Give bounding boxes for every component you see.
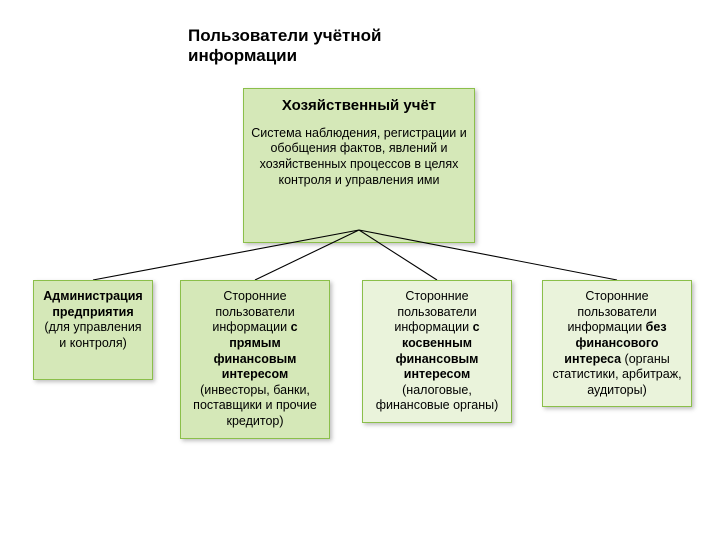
page-title: Пользователи учётной информации	[188, 26, 448, 66]
child-node-text-pre: Сторонние пользователи информации	[567, 289, 656, 334]
child-node-text-post: (инвесторы, банки, поставщики и прочие к…	[193, 383, 317, 428]
child-node-text-post: (налоговые, финансовые органы)	[376, 383, 499, 413]
root-node: Хозяйственный учёт Система наблюдения, р…	[243, 88, 475, 243]
child-node-text-bold: Администрация предприятия	[43, 289, 142, 319]
root-node-title: Хозяйственный учёт	[250, 97, 468, 116]
child-node-text-pre: Сторонние пользователи информации	[394, 289, 476, 334]
child-node: Сторонние пользователи информации с прям…	[180, 280, 330, 439]
child-node-text-plain: (для управления и контроля)	[44, 320, 141, 350]
connector-lines	[0, 0, 720, 540]
spacer	[250, 116, 468, 126]
child-node-text-pre: Сторонние пользователи информации	[212, 289, 294, 334]
root-node-body: Система наблюдения, регистрации и обобще…	[250, 126, 468, 189]
child-node: Сторонние пользователи информации без фи…	[542, 280, 692, 407]
child-node: Сторонние пользователи информации с косв…	[362, 280, 512, 423]
child-node: Администрация предприятия (для управлени…	[33, 280, 153, 380]
